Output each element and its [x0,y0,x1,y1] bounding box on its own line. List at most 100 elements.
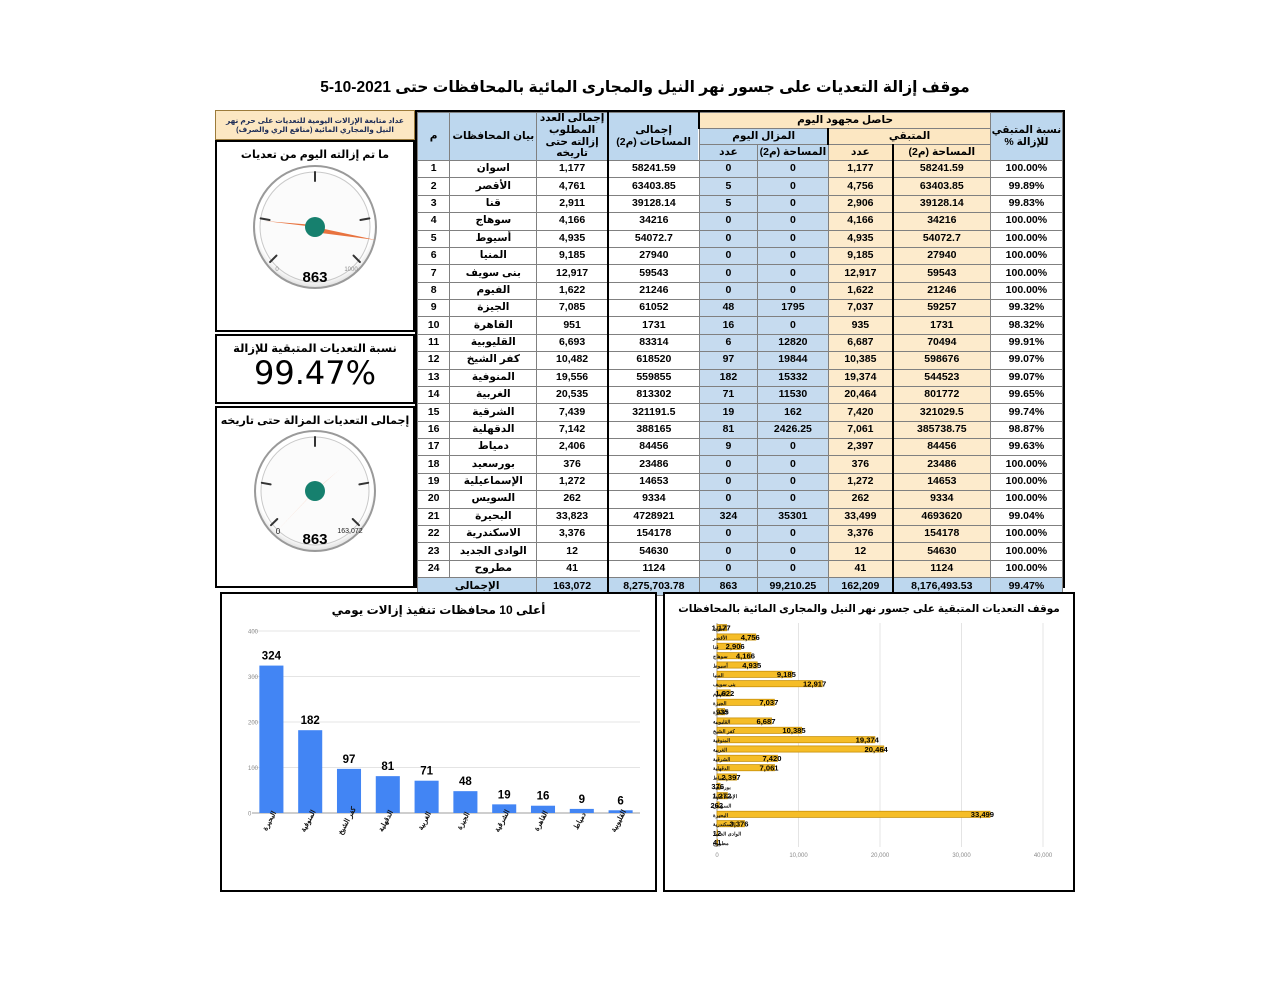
cell-idx: 2 [416,177,451,196]
bar-value-label: 2,397 [722,773,741,782]
cell-area-remaining: 1124 [891,559,991,579]
cell-count-today: 97 [698,351,758,370]
gauge-today-min-label: 0 [275,267,279,273]
y-tick-label: 400 [248,630,259,636]
cell-gov: المنيا [449,246,538,266]
y-tick-label: 300 [248,675,259,681]
bar-value-label: 7,061 [760,763,780,772]
y-category-label: القاهرة [713,710,729,716]
bar-value-label: 262 [710,801,723,810]
cell-idx: 17 [416,437,451,457]
cell-pct: 100.00% [989,246,1064,266]
cell-pct: 99.74% [989,403,1064,422]
cell-pct: 100.00% [989,472,1064,492]
table-head-row-3: المساحة (م2) عدد المساحة (م2) عدد [418,144,1063,161]
cell-count-today: 0 [698,264,758,283]
total-label: الإجمالى [416,577,538,596]
cell-pct: 100.00% [989,542,1064,561]
cell-pct: 100.00% [989,455,1064,474]
bar [716,698,775,706]
top10-chart-title: أعلى 10 محافظات تنفيذ إزالات يومي [331,603,546,617]
cell-gov: السويس [449,490,538,509]
table-row: 100.00% 54630 12 0 0 54630 12 الوادى الجديد 23 [416,542,1064,561]
cell-total-required: 4,935 [536,229,609,248]
cell-area-remaining: 59257 [891,298,991,318]
table-row: 100.00% 21246 1,622 0 0 21246 1,622 الفيوم 8 [416,281,1064,301]
cell-count-today: 19 [698,403,758,422]
y-category-label: الجيزة [713,701,727,707]
bar-value-label: 9,185 [777,670,797,679]
bar-value-label: 935 [716,707,729,716]
cell-count-today: 0 [698,559,758,579]
bar [608,810,633,813]
cell-count-remaining: 7,420 [827,403,894,422]
table-row: 100.00% 14653 1,272 0 0 14653 1,272 الإسماعيلية… [416,472,1064,492]
bar [453,791,478,813]
cell-area-remaining: 14653 [891,472,991,492]
cell-area-remaining: 59543 [891,264,991,283]
bar-value-label: 4,756 [741,633,760,642]
cell-total-required: 7,439 [536,403,609,422]
cell-count-remaining: 4,166 [827,212,894,231]
cell-total-required: 20,535 [536,385,609,405]
cell-count-remaining: 1,272 [827,472,894,492]
cell-area-today: 19844 [756,351,829,370]
cell-count-today: 0 [698,212,758,231]
bar-value-label: 3,376 [729,819,748,828]
cell-total-areas: 61052 [606,298,700,318]
cell-total-required: 4,761 [536,177,609,196]
cell-count-remaining: 12 [827,542,894,561]
cell-pct: 99.91% [989,333,1064,353]
bar-value-label: 4,935 [742,661,762,670]
cell-idx: 24 [416,559,451,579]
cell-count-remaining: 4,756 [827,177,894,196]
table-row: 99.32% 59257 7,037 1795 48 61052 7,085 الجيزة 9 [416,298,1064,318]
bar [375,776,400,813]
cell-pct: 99.04% [989,507,1064,526]
gauge-today-graphic: 0 1000 [217,161,413,295]
cell-total-areas: 813302 [606,385,700,405]
cell-area-today: 0 [756,264,829,283]
cell-area-today: 0 [756,559,829,579]
bar [336,768,362,813]
y-category-label: الوادى الجديد [713,831,742,837]
th-sub-remaining: المتبقي [827,128,991,145]
y-category-label: السويس [713,803,732,809]
table-row: 99.07% 544523 19,374 15332 182 559855 19,556 ال… [416,368,1064,387]
cell-pct: 99.65% [989,385,1064,405]
bar-value-label: 7,037 [759,698,778,707]
gauge-total-svg: 0 163,072 [254,430,376,552]
remaining-chart-title: موقف التعديات المتبقية على جسور نهر الني… [678,603,1060,615]
x-category-label: الجيزة [455,810,472,831]
cell-area-today: 2426.25 [756,420,829,440]
cell-pct: 99.07% [989,368,1064,387]
y-category-label: البحيرة [713,813,729,819]
cell-idx: 12 [416,351,451,370]
total-pct: 99.47% [989,577,1064,596]
bar-value-label: 376 [711,782,724,791]
cell-total-required: 33,823 [536,507,609,526]
cell-idx: 4 [416,212,451,231]
cell-pct: 100.00% [989,229,1064,248]
bar [716,829,719,837]
cell-idx: 11 [416,333,451,353]
cell-total-required: 951 [536,316,609,335]
bar [259,665,284,813]
table-row: 100.00% 9334 262 0 0 9334 262 السويس 20 [416,490,1064,509]
x-tick-label: 40,000 [1034,853,1053,859]
table-row: 100.00% 27940 9,185 0 0 27940 9,185 المنيا 6 [416,246,1064,266]
cell-count-remaining: 2,906 [827,194,894,214]
cell-total-areas: 14653 [606,472,700,492]
x-tick-label: 30,000 [952,853,971,859]
left-panel: عداد متابعة الإزالات اليومية للتعديات عل… [215,110,415,588]
cell-pct: 99.32% [989,298,1064,318]
cell-area-remaining: 84456 [891,437,991,457]
percent-remaining-value: 99.47% [253,354,376,392]
cell-area-remaining: 154178 [891,524,991,544]
cell-area-today: 0 [756,542,829,561]
cell-gov: أسيوط [449,229,538,248]
cell-total-areas: 4728921 [606,507,700,526]
cell-count-today: 0 [698,281,758,301]
cell-area-remaining: 1731 [891,316,991,335]
